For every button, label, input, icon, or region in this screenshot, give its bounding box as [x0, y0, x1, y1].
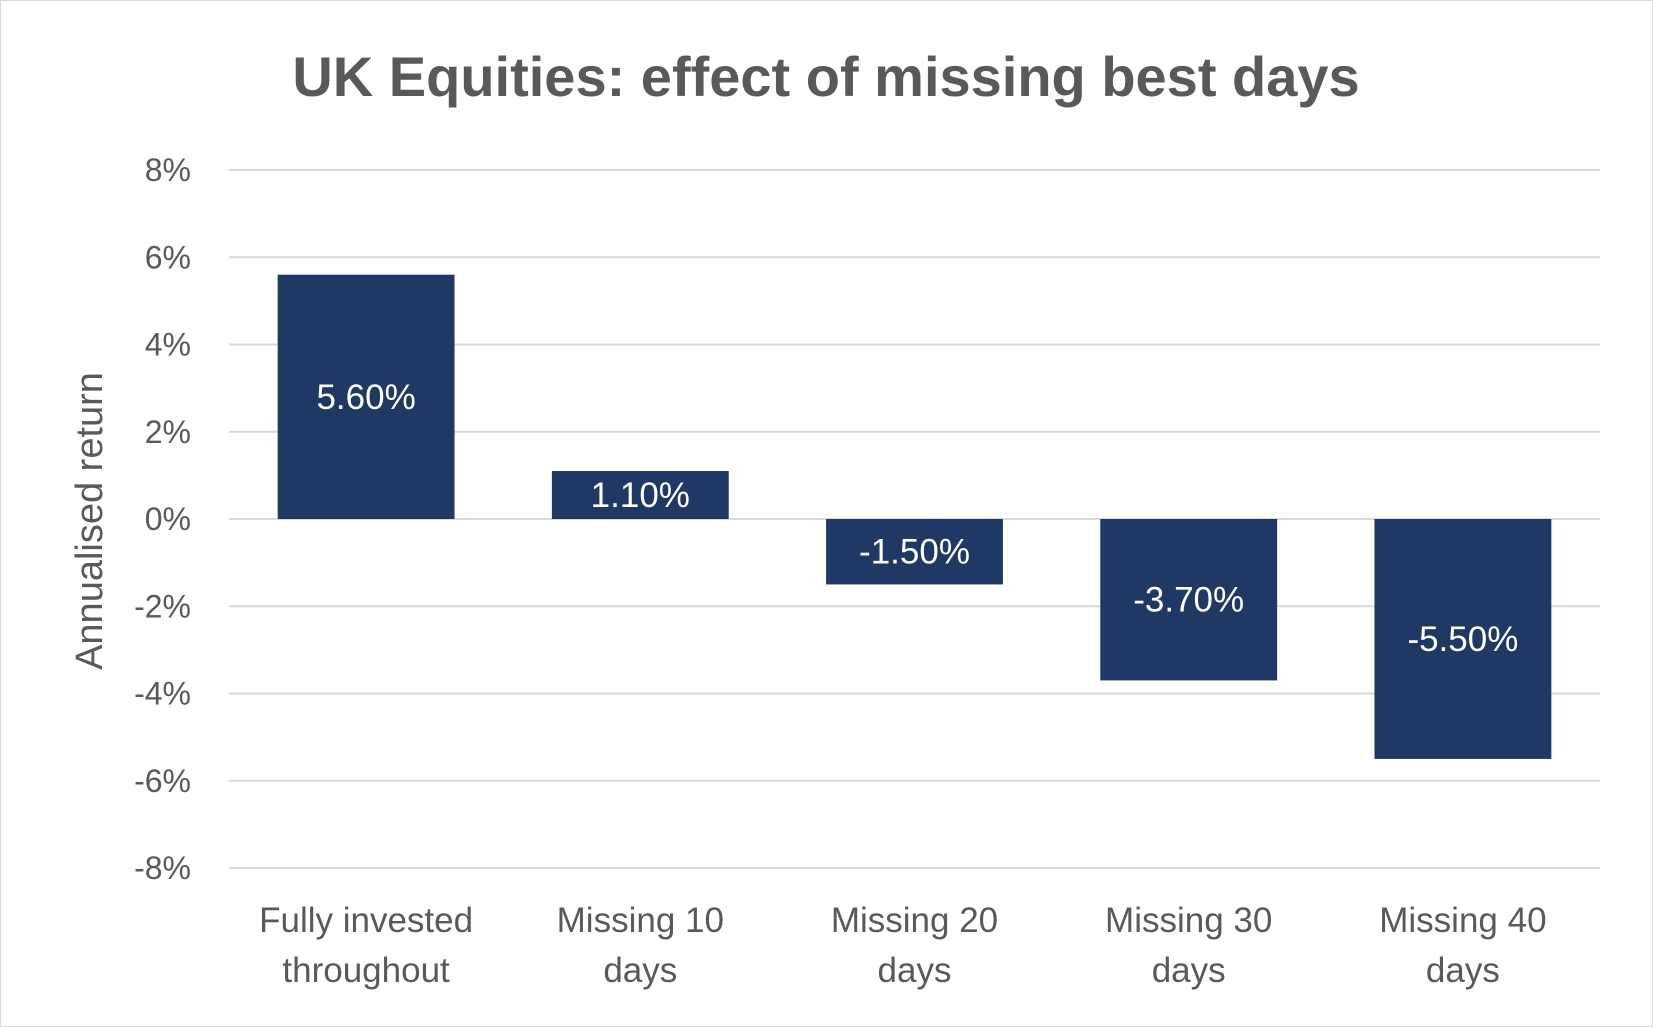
- data-label: -5.50%: [1407, 620, 1518, 659]
- category-label: Missing 30: [1105, 901, 1272, 940]
- bars: [277, 274, 1552, 759]
- bar: [1100, 519, 1278, 681]
- category-label: days: [1152, 951, 1226, 990]
- y-axis-ticks: 8% 6% 4% 2% 0% -2% -4% -6% -8%: [134, 152, 191, 886]
- y-tick-label: -6%: [134, 763, 191, 799]
- y-tick-label: 6%: [145, 239, 191, 275]
- x-axis-categories: Fully invested throughout Missing 10 days Mi…: [259, 901, 1546, 990]
- y-tick-label: -4%: [134, 676, 191, 712]
- data-labels: 5.60% 1.10% -1.50% -3.70% -5.50%: [316, 378, 1518, 659]
- data-label: -3.70%: [1133, 581, 1244, 620]
- category-label: Missing 10: [557, 901, 724, 940]
- y-tick-label: 8%: [145, 152, 191, 188]
- bar: [1374, 519, 1552, 759]
- data-label: 5.60%: [316, 378, 415, 417]
- category-label: days: [878, 951, 952, 990]
- bar: [277, 274, 455, 519]
- bar: [551, 471, 729, 519]
- category-label: Missing 40: [1379, 901, 1546, 940]
- y-tick-label: -2%: [134, 588, 191, 624]
- category-label: throughout: [282, 951, 450, 990]
- category-label: Missing 20: [831, 901, 998, 940]
- data-label: -1.50%: [859, 533, 970, 572]
- category-label: days: [1426, 951, 1500, 990]
- data-label: 1.10%: [591, 476, 690, 515]
- category-label: days: [603, 951, 677, 990]
- y-axis-label: Annualised return: [69, 372, 111, 670]
- y-tick-label: 2%: [145, 414, 191, 450]
- category-label: Fully invested: [259, 901, 473, 940]
- y-tick-label: -8%: [134, 850, 191, 886]
- gridlines: [229, 169, 1600, 869]
- y-tick-label: 4%: [145, 327, 191, 363]
- y-tick-label: 0%: [145, 501, 191, 537]
- bar: [826, 519, 1003, 585]
- chart-title: UK Equities: effect of missing best days: [292, 45, 1359, 108]
